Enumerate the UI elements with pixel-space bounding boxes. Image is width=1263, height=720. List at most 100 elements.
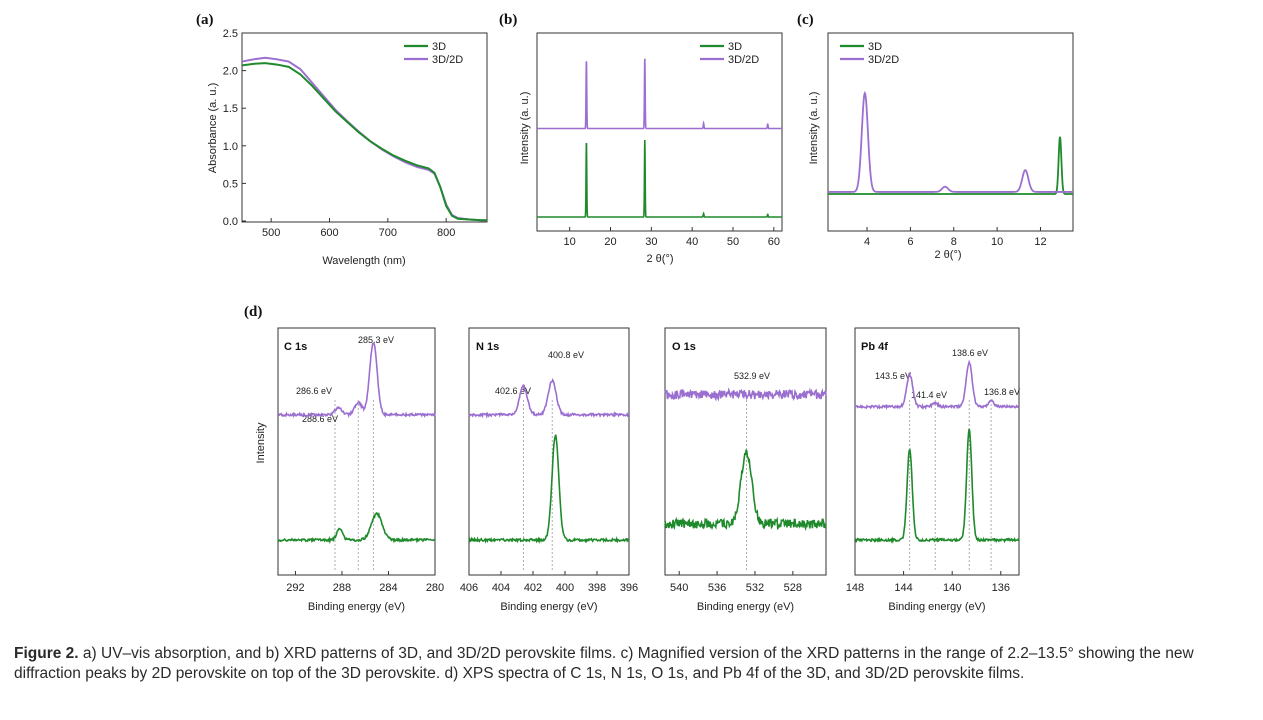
- panel-b-xtick-label: 30: [645, 236, 657, 248]
- panel-c-xtick-label: 4: [864, 236, 870, 248]
- xps-panel-3: O 1s 540 536 532 528 Binding energy (eV) 532.9…: [664, 327, 827, 613]
- xps-xtick-label: 404: [492, 582, 510, 594]
- xps-panel-frame: [664, 327, 827, 576]
- panel-c-xtick-label: 8: [951, 236, 957, 248]
- xps-panel-frame: [854, 327, 1020, 576]
- xps-xtick-label: 136: [992, 582, 1010, 594]
- panel-a-ytick-label: 1.0: [223, 141, 238, 153]
- xps-series-3d: [468, 434, 630, 545]
- panel-b-xtick-label: 40: [686, 236, 698, 248]
- panel-a-xlabel: Wavelength (nm): [322, 255, 405, 267]
- xps-peak-annotation: 400.8 eV: [548, 350, 584, 360]
- panel-a-xtick-label: 600: [320, 227, 338, 239]
- panel-a-letter: (a): [196, 12, 214, 28]
- xps-xlabel: Binding energy (eV): [888, 601, 985, 613]
- panel-b-xtick-label: 50: [727, 236, 739, 248]
- xps-panel-frame: [277, 327, 436, 576]
- panel-c-ylabel: Intensity (a. u.): [808, 92, 820, 165]
- panel-b-frame: [536, 32, 783, 232]
- panel-c-xlabel: 2 θ(°): [934, 249, 961, 261]
- panel-b-xtick-label: 60: [768, 236, 780, 248]
- xps-xtick-label: 532: [746, 582, 764, 594]
- figure: (a) 500 600 700 800 0.0 0.5 1.0 1.5 2.0 2.5 Wavelen…: [196, 12, 1074, 613]
- xps-xtick-label: 288: [333, 582, 351, 594]
- panel-b-ylabel: Intensity (a. u.): [519, 92, 531, 165]
- panel-c-frame: [827, 32, 1074, 232]
- panel-a-xtick-label: 800: [437, 227, 455, 239]
- panel-b-legend-label-3d2d: 3D/2D: [728, 54, 759, 66]
- panel-c-legend-label-3d: 3D: [868, 41, 882, 53]
- xps-series-3d: [664, 449, 827, 532]
- xps-panel-frame: [468, 327, 630, 576]
- xps-xtick-label: 540: [670, 582, 688, 594]
- figure-caption: Figure 2. a) UV–vis absorption, and b) X…: [14, 644, 1250, 684]
- xps-xtick-label: 140: [943, 582, 961, 594]
- panel-a-xtick-label: 500: [262, 227, 280, 239]
- xps-panel-2: N 1s 406 404 402 400 398 396 Binding energy (eV…: [460, 327, 638, 613]
- xps-peak-annotation: 402.6 eV: [495, 386, 531, 396]
- xps-peak-annotation: 532.9 eV: [734, 371, 770, 381]
- xps-xtick-label: 528: [784, 582, 802, 594]
- panel-c-letter: (c): [797, 12, 814, 28]
- panel-a-series-3d: [241, 62, 487, 222]
- xps-peak-annotation: 141.4 eV: [911, 390, 947, 400]
- xps-series-3d2d: [664, 387, 827, 402]
- panel-b-legend-label-3d: 3D: [728, 41, 742, 53]
- xps-xlabel: Binding energy (eV): [308, 601, 405, 613]
- xps-series-3d: [277, 511, 436, 545]
- xps-xtick-label: 402: [524, 582, 542, 594]
- xps-xtick-label: 398: [588, 582, 606, 594]
- panel-c-xtick-label: 6: [907, 236, 913, 248]
- xps-xtick-label: 148: [846, 582, 864, 594]
- panel-c-series-3d: [828, 136, 1073, 195]
- panel-b-series-3d2d: [537, 58, 782, 130]
- panel-a-frame: [241, 32, 488, 223]
- xps-peak-annotation: 288.6 eV: [302, 414, 338, 424]
- panel-a-ylabel: Absorbance (a. u.): [207, 83, 219, 174]
- panel-d-ylabel: Intensity: [255, 422, 267, 463]
- xps-peak-annotation: 136.8 eV: [984, 387, 1020, 397]
- xps-peak-annotation: 286.6 eV: [296, 386, 332, 396]
- panel-b-xtick-label: 10: [564, 236, 576, 248]
- xps-xtick-label: 396: [620, 582, 638, 594]
- xps-xtick-label: 144: [894, 582, 912, 594]
- xps-peak-annotation: 138.6 eV: [952, 348, 988, 358]
- xps-series-3d2d: [854, 359, 1020, 411]
- panel-b: (b) 10 20 30 40 50 60 2 θ(°) Intensity (a. u.) 3D…: [499, 12, 783, 265]
- xps-xtick-label: 536: [708, 582, 726, 594]
- xps-xtick-label: 406: [460, 582, 478, 594]
- panel-d-letter: (d): [244, 304, 262, 320]
- xps-peak-annotation: 143.5 eV: [875, 371, 911, 381]
- xps-panel-title: O 1s: [672, 341, 696, 353]
- xps-xlabel: Binding energy (eV): [500, 601, 597, 613]
- xps-xtick-label: 292: [286, 582, 304, 594]
- xps-series-3d2d: [468, 377, 630, 419]
- panel-c-xtick-label: 12: [1034, 236, 1046, 248]
- panel-b-xlabel: 2 θ(°): [646, 253, 673, 265]
- xps-xlabel: Binding energy (eV): [697, 601, 794, 613]
- xps-series-3d: [854, 428, 1020, 545]
- xps-panel-1: C 1s 292 288 284 280 Binding energy (eV) 285.3…: [277, 327, 444, 613]
- xps-xtick-label: 284: [379, 582, 397, 594]
- xps-panel-title: Pb 4f: [861, 341, 888, 353]
- panel-a-legend-label-3d: 3D: [432, 41, 446, 53]
- panel-a-ytick-label: 2.5: [223, 28, 238, 40]
- xps-series-3d2d: [277, 342, 436, 419]
- xps-panel-title: N 1s: [476, 341, 499, 353]
- panel-a-xtick-label: 700: [379, 227, 397, 239]
- panel-c-legend-label-3d2d: 3D/2D: [868, 54, 899, 66]
- xps-xtick-label: 280: [426, 582, 444, 594]
- panel-a-series-3d2d: [241, 56, 487, 222]
- panel-c-xtick-label: 10: [991, 236, 1003, 248]
- panel-c-series-3d2d: [828, 90, 1073, 193]
- panel-a-ytick-label: 1.5: [223, 103, 238, 115]
- xps-xtick-label: 400: [556, 582, 574, 594]
- panel-b-xtick-label: 20: [604, 236, 616, 248]
- panel-a: (a) 500 600 700 800 0.0 0.5 1.0 1.5 2.0 2.5 Wavelen…: [196, 12, 488, 267]
- xps-peak-annotation: 285.3 eV: [358, 335, 394, 345]
- panel-a-ytick-label: 0.0: [223, 216, 238, 228]
- caption-text: a) UV–vis absorption, and b) XRD pattern…: [14, 645, 1194, 682]
- panel-b-letter: (b): [499, 12, 517, 28]
- xps-panel-4: Pb 4f 148 144 140 136 Binding energy (eV) 143.…: [846, 327, 1020, 613]
